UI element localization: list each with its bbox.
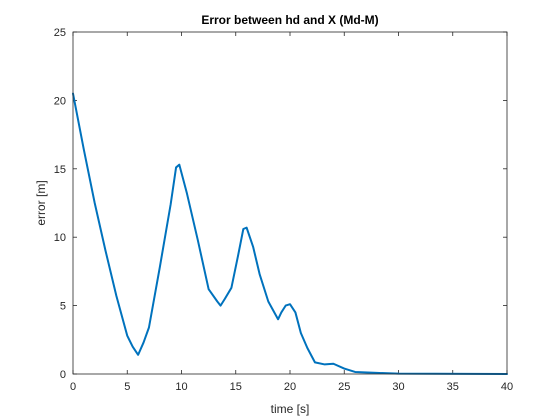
plot-area-background — [73, 32, 507, 374]
x-tick-label-4: 20 — [284, 381, 296, 393]
x-tick-label-0: 0 — [70, 381, 76, 393]
y-tick-label-5: 25 — [54, 27, 66, 39]
x-tick-label-3: 15 — [230, 381, 242, 393]
series-line-0 — [72, 92, 508, 375]
chart-title: Error between hd and X (Md-M) — [201, 13, 378, 27]
y-tick-label-4: 20 — [54, 95, 66, 107]
y-tick-label-1: 5 — [60, 301, 66, 313]
tick-labels: 0 5 10 15 20 25 30 35 40 0 5 10 15 20 25 — [54, 27, 513, 393]
x-tick-label-6: 30 — [392, 381, 404, 393]
series-group — [72, 92, 508, 375]
y-axis-label: error [m] — [34, 180, 48, 225]
x-tick-label-5: 25 — [338, 381, 350, 393]
y-tick-label-3: 15 — [54, 164, 66, 176]
axes-box — [72, 31, 508, 375]
x-tick-label-2: 10 — [175, 381, 187, 393]
x-axis-label: time [s] — [271, 402, 310, 416]
x-tick-label-1: 5 — [124, 381, 130, 393]
y-tick-label-2: 10 — [54, 232, 66, 244]
x-tick-label-7: 35 — [447, 381, 459, 393]
y-tick-label-0: 0 — [60, 369, 66, 381]
x-tick-label-8: 40 — [501, 381, 513, 393]
